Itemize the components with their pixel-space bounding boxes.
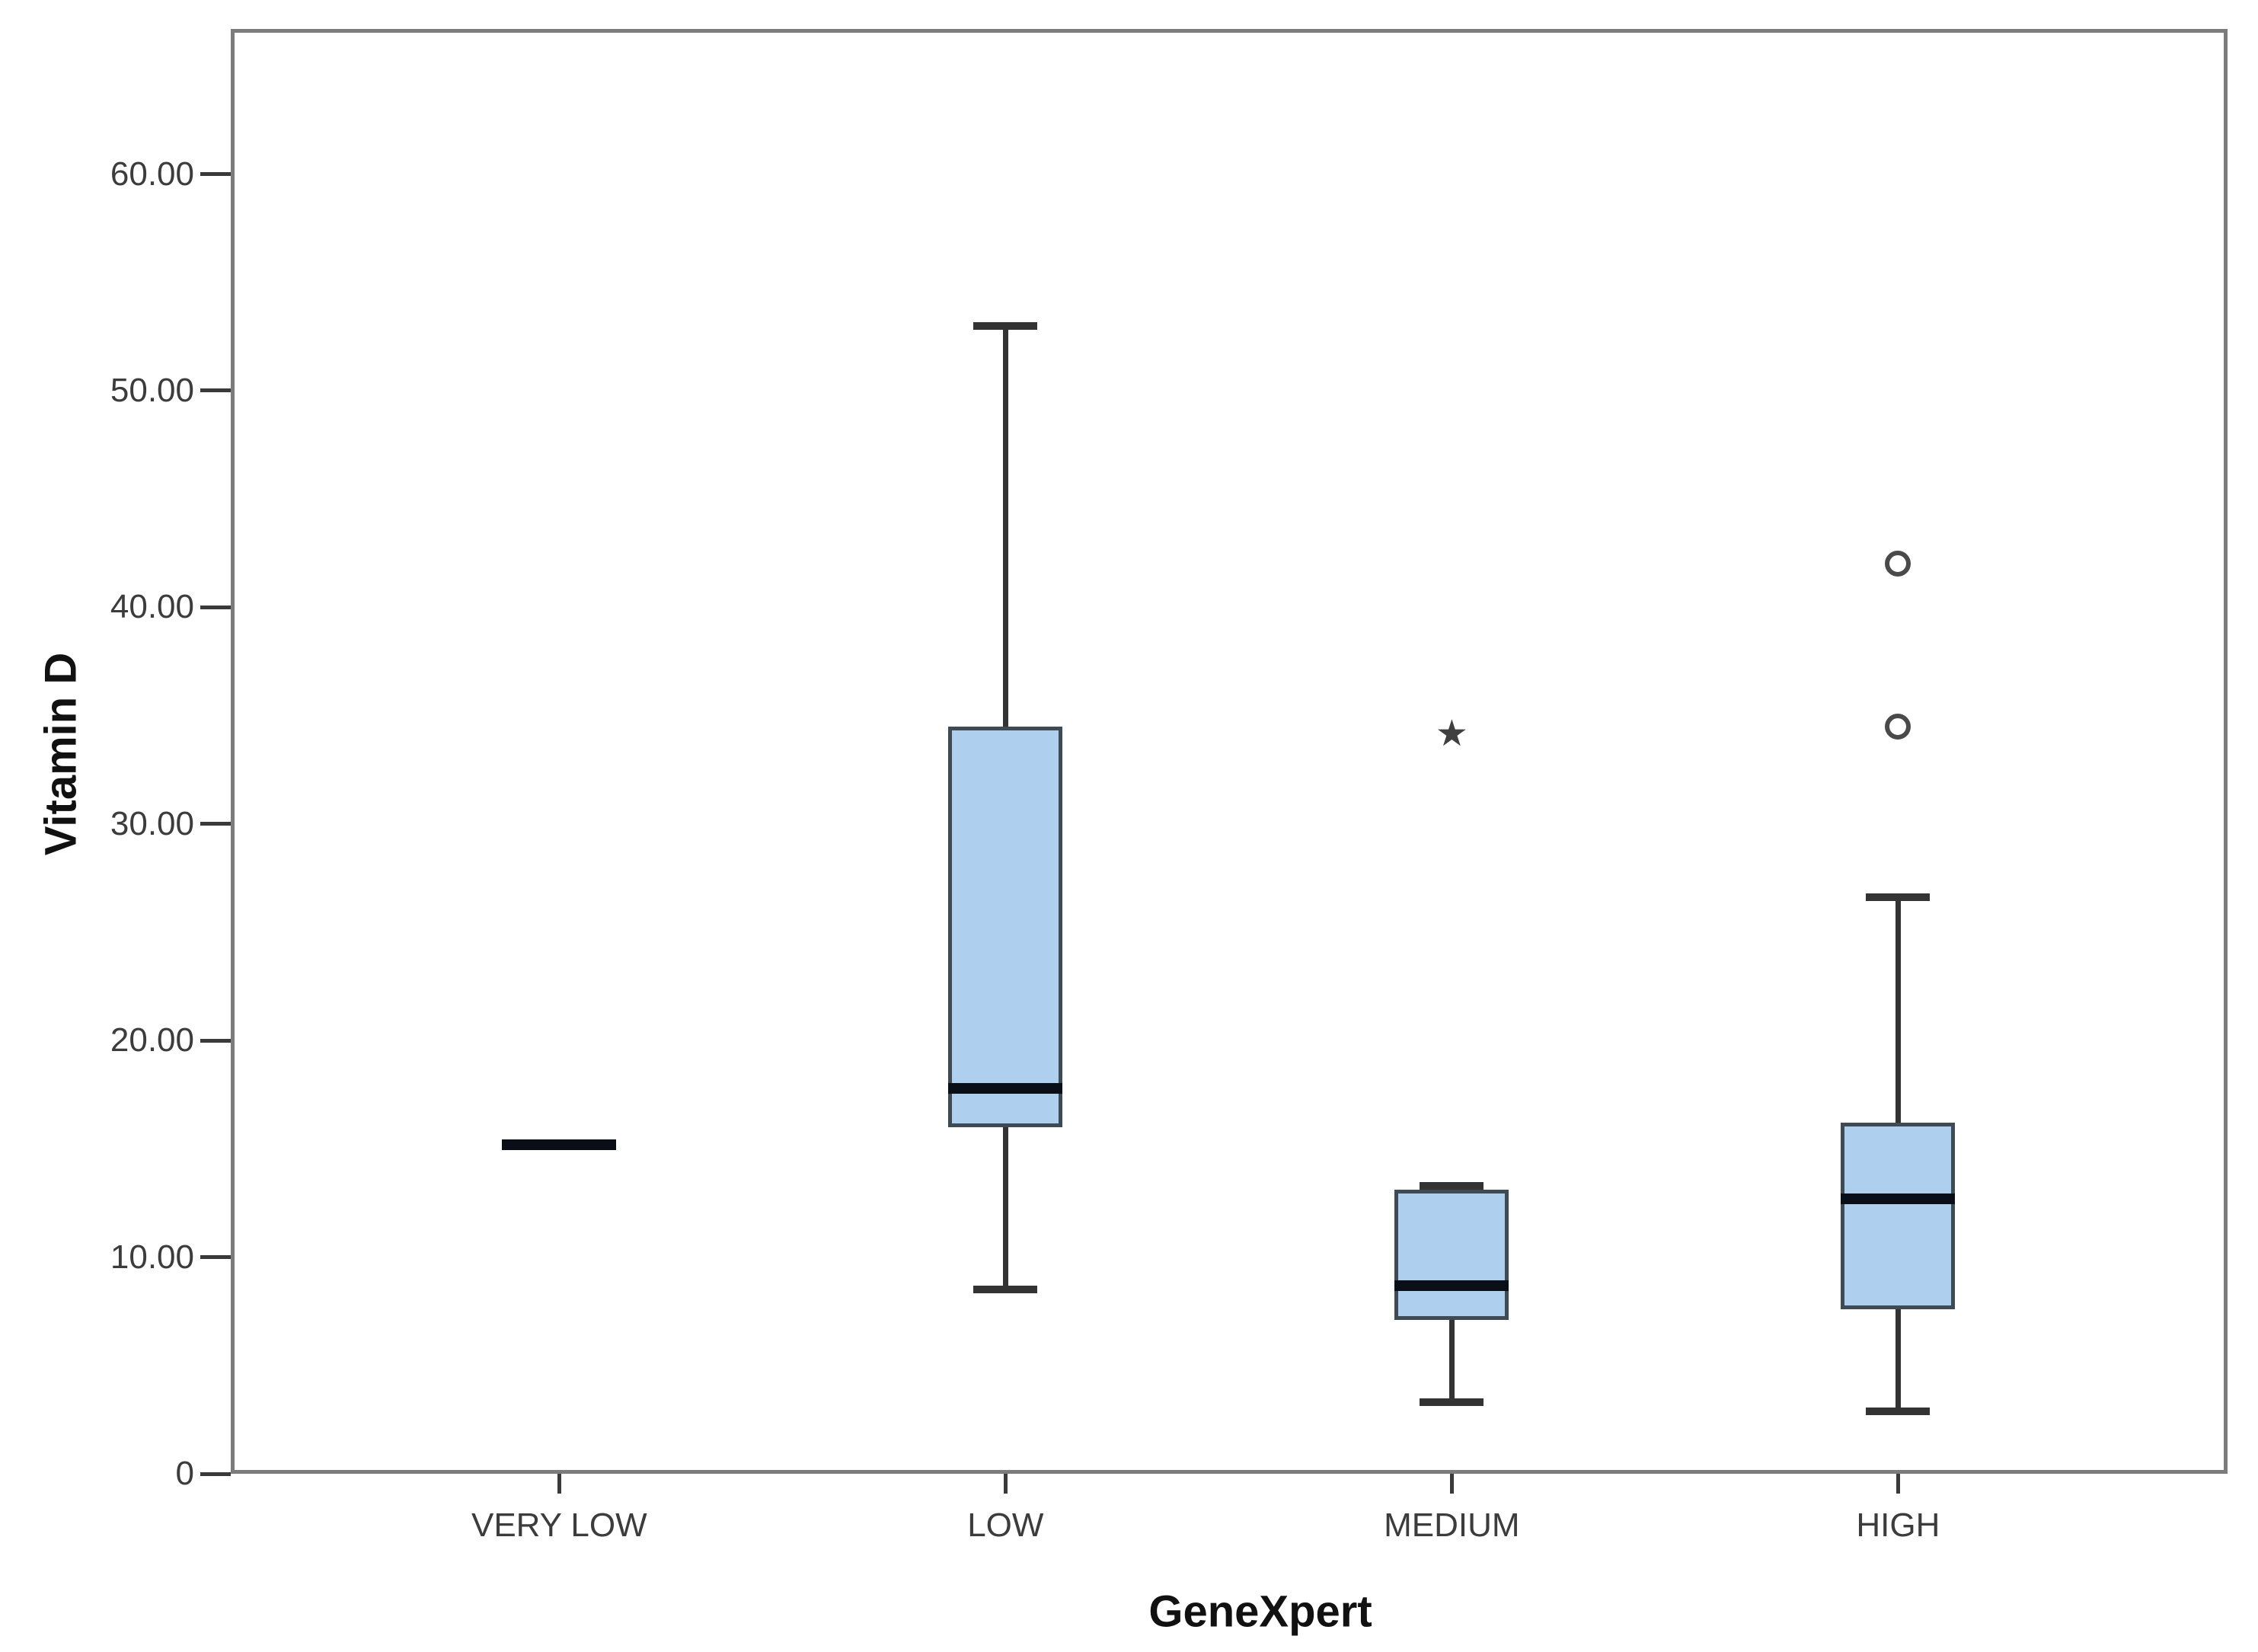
category-label: VERY LOW [471, 1507, 647, 1544]
category-label: MEDIUM [1384, 1507, 1520, 1544]
box [1841, 1123, 1956, 1309]
y-tick-mark [200, 822, 231, 826]
whisker-stem-lower [1895, 1308, 1901, 1411]
median-line [948, 1082, 1063, 1094]
y-tick-mark [200, 1471, 231, 1476]
whisker-cap-lower [973, 1286, 1038, 1294]
y-tick-label: 50.00 [110, 371, 194, 409]
x-tick-mark [1003, 1474, 1008, 1494]
y-tick-mark [200, 1038, 231, 1043]
y-tick-mark [200, 1255, 231, 1260]
outlier-circle-icon [1885, 551, 1911, 577]
box [948, 726, 1063, 1127]
y-tick-label: 40.00 [110, 588, 194, 626]
y-tick-label: 60.00 [110, 155, 194, 193]
whisker-stem-lower [1448, 1320, 1455, 1403]
extreme-star-icon: ★ [1435, 714, 1468, 754]
x-tick-mark [1449, 1474, 1454, 1494]
whisker-stem-upper [1895, 897, 1901, 1123]
category-label: HIGH [1856, 1507, 1940, 1544]
whisker-cap-lower [1866, 1407, 1931, 1415]
whisker-cap-upper [973, 321, 1038, 330]
y-tick-label: 30.00 [110, 804, 194, 842]
median-line [1394, 1280, 1509, 1291]
whisker-cap-upper [1866, 893, 1931, 902]
y-tick-label: 10.00 [110, 1238, 194, 1276]
whisker-stem-lower [1002, 1126, 1008, 1290]
y-tick-label: 0 [175, 1455, 194, 1492]
whisker-cap-upper [1420, 1181, 1484, 1190]
y-tick-mark [200, 388, 231, 393]
whisker-cap-lower [1420, 1398, 1484, 1407]
y-tick-mark [200, 172, 231, 177]
y-tick-label: 20.00 [110, 1021, 194, 1059]
x-tick-mark [557, 1474, 561, 1494]
x-axis-title: GeneXpert [1148, 1586, 1372, 1637]
y-tick-mark [200, 605, 231, 609]
outlier-circle-icon [1885, 713, 1911, 740]
box [1394, 1190, 1509, 1321]
x-tick-mark [1896, 1474, 1900, 1494]
whisker-stem-upper [1002, 325, 1008, 727]
median-line [1841, 1193, 1956, 1204]
single-value-line [502, 1139, 617, 1150]
category-label: LOW [967, 1507, 1044, 1544]
